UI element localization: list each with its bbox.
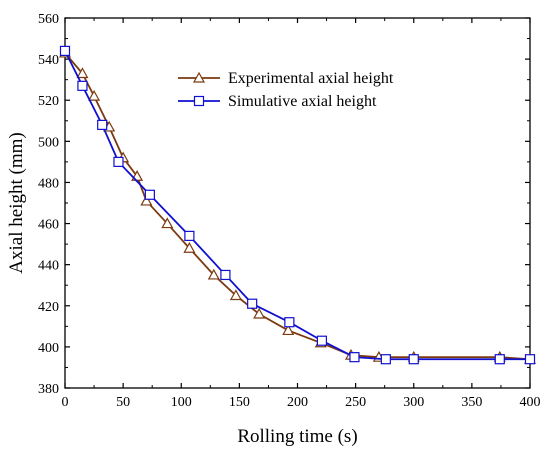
x-axis-title: Rolling time (s) [237, 426, 357, 447]
x-tick-label: 0 [62, 395, 69, 410]
x-tick-label: 250 [345, 395, 366, 410]
y-tick-label: 380 [38, 382, 59, 397]
series-2-point [113, 156, 124, 167]
y-tick-label: 540 [38, 53, 59, 68]
legend: Experimental axial height Simulative axia… [178, 70, 394, 110]
series-2 [59, 45, 536, 365]
series-2-point [524, 354, 536, 365]
legend-label: Experimental axial height [228, 70, 394, 87]
x-tick-label: 200 [287, 395, 308, 410]
series-1-point [229, 289, 242, 301]
series-2-point [184, 230, 195, 241]
y-tick-label: 460 [38, 218, 59, 233]
y-tick-label: 500 [38, 135, 59, 150]
series-2-point [284, 317, 295, 328]
series-1-point [207, 268, 220, 280]
legend-item-1: Experimental axial height [178, 70, 394, 87]
y-tick-label: 520 [38, 94, 59, 109]
series-2-point [144, 189, 155, 200]
series-1-point [253, 307, 266, 319]
legend-swatch-marker [192, 71, 206, 83]
x-tick-label: 50 [116, 395, 130, 410]
legend-item-2: Simulative axial height [178, 93, 377, 110]
x-tick-label: 150 [229, 395, 250, 410]
y-tick-label: 420 [38, 300, 59, 315]
series-2-point [349, 352, 360, 363]
series-1-point [161, 217, 174, 229]
series-2-point [408, 354, 419, 365]
series-2-point [220, 269, 231, 281]
legend-label: Simulative axial height [228, 93, 377, 110]
y-tick-label: 440 [38, 259, 59, 274]
series-1-point [183, 241, 196, 253]
series-layer [58, 45, 537, 365]
x-tick-label: 350 [461, 395, 482, 410]
series-1-point [140, 194, 153, 206]
series-2-point [77, 80, 88, 91]
axes: 0 50 100 150 200 250 300 350 400 380 400 420 440 460 4… [38, 12, 541, 410]
series-2-point [247, 298, 258, 309]
y-axis-title: Axial height (mm) [6, 132, 27, 273]
series-2-point [316, 335, 328, 346]
x-tick-label: 300 [403, 395, 424, 410]
series-2-point [380, 354, 391, 365]
legend-swatch-marker [193, 95, 205, 107]
series-1-point [76, 67, 89, 79]
x-tick-label: 400 [520, 395, 541, 410]
series-2-point [59, 45, 71, 56]
series-2-point [494, 354, 505, 365]
y-tick-label: 400 [38, 341, 59, 356]
series-2-point [97, 119, 108, 130]
y-tick-label: 560 [38, 12, 59, 27]
series-1-point [88, 89, 101, 101]
y-tick-label: 480 [38, 176, 59, 191]
x-tick-label: 100 [171, 395, 192, 410]
series-1-point [282, 324, 295, 336]
